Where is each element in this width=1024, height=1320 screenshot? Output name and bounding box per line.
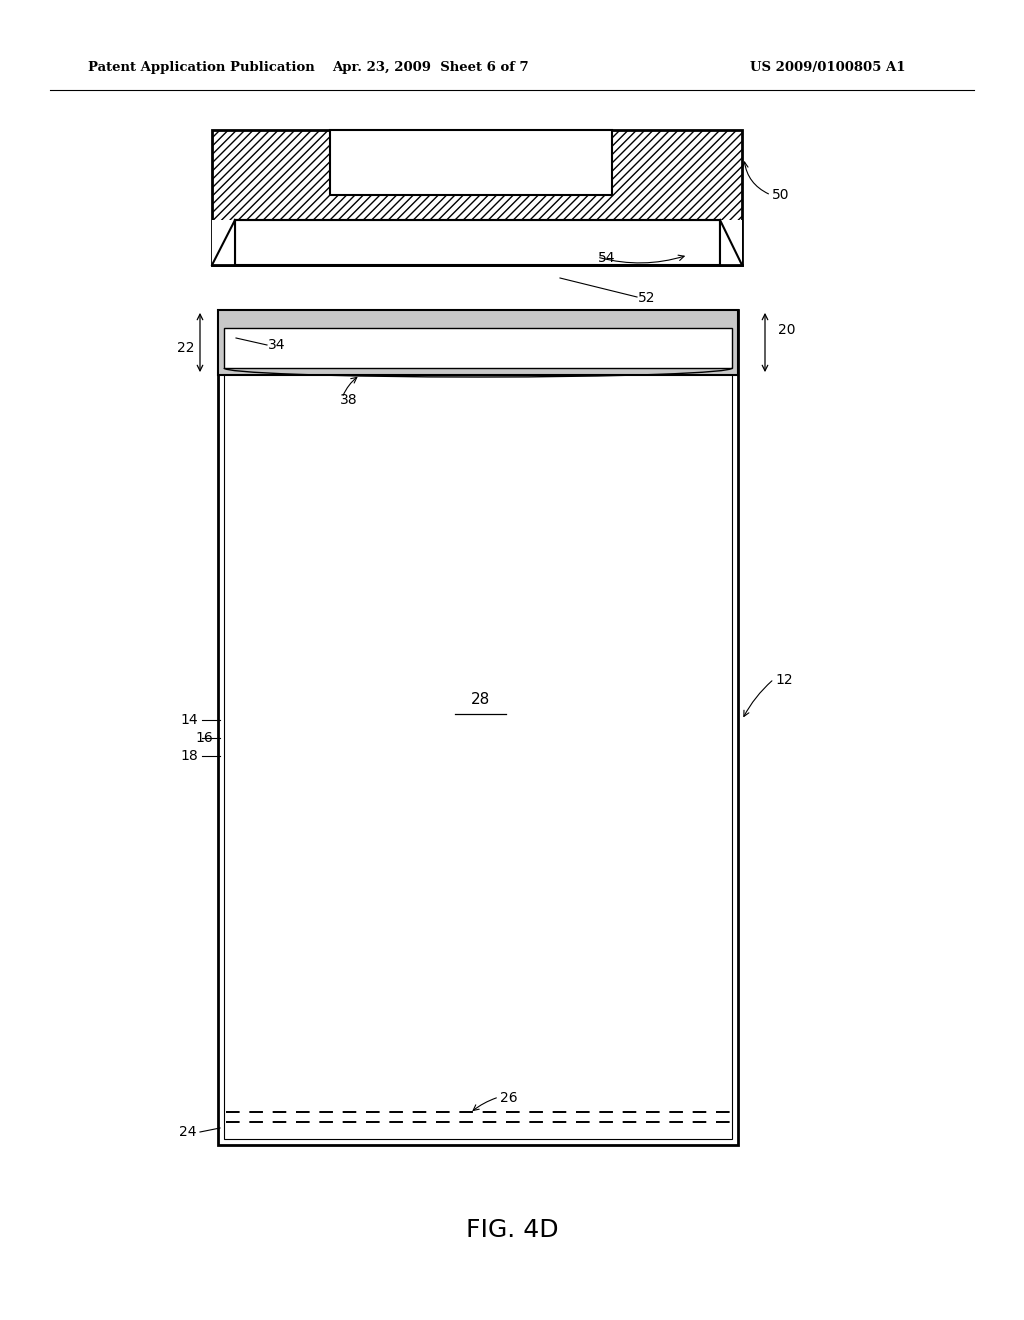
Bar xyxy=(224,327,732,368)
Bar xyxy=(218,310,738,1144)
Text: Apr. 23, 2009  Sheet 6 of 7: Apr. 23, 2009 Sheet 6 of 7 xyxy=(332,62,528,74)
Text: 34: 34 xyxy=(268,338,286,352)
Text: 54: 54 xyxy=(598,251,615,265)
Text: 12: 12 xyxy=(775,673,793,686)
Text: 50: 50 xyxy=(772,187,790,202)
Bar xyxy=(330,129,612,195)
Text: 18: 18 xyxy=(180,748,198,763)
Bar xyxy=(218,310,738,375)
Text: Patent Application Publication: Patent Application Publication xyxy=(88,62,314,74)
Text: 26: 26 xyxy=(500,1092,517,1105)
Bar xyxy=(234,220,720,265)
Text: 38: 38 xyxy=(340,393,357,407)
Text: 20: 20 xyxy=(778,323,796,337)
Text: 52: 52 xyxy=(638,290,655,305)
Text: 28: 28 xyxy=(470,693,489,708)
Bar xyxy=(224,315,732,1139)
Text: 16: 16 xyxy=(196,731,213,744)
Bar xyxy=(212,129,742,265)
Text: FIG. 4D: FIG. 4D xyxy=(466,1218,558,1242)
Polygon shape xyxy=(720,220,742,265)
Text: 14: 14 xyxy=(180,713,198,727)
Text: 24: 24 xyxy=(178,1125,196,1139)
Polygon shape xyxy=(212,220,234,265)
Text: US 2009/0100805 A1: US 2009/0100805 A1 xyxy=(750,62,905,74)
Text: 22: 22 xyxy=(177,341,195,355)
